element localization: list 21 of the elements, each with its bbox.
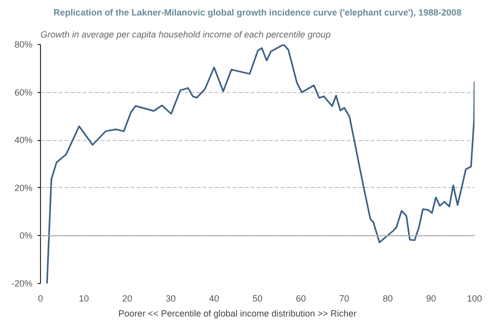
y-tick-label: 0%	[19, 230, 33, 241]
x-tick-label: 70	[339, 294, 350, 304]
y-axis-title: Growth in average per capita household income of each percentile group	[40, 30, 331, 40]
y-tick-label: 80%	[14, 40, 32, 50]
line-series	[46, 44, 474, 284]
x-axis-title: Poorer << Percentile of global income distribution >> Richer	[118, 308, 357, 318]
chart-title: Replication of the Lakner-Milanovic global growth incidence curve ('elephant curve'), 1988-2008	[54, 8, 462, 18]
x-tick-label: 90	[426, 294, 436, 304]
x-tick-label: 20	[122, 294, 132, 304]
x-tick-label: 50	[252, 294, 263, 304]
x-tick-label: 40	[209, 294, 220, 304]
x-tick-label: 10	[78, 294, 89, 304]
x-tick-label: 30	[166, 294, 176, 304]
y-tick-label: 60%	[14, 87, 32, 98]
y-tick-label: -20%	[11, 278, 33, 288]
x-tick-label: 80	[382, 294, 393, 304]
x-tick-label: 0	[38, 294, 44, 304]
y-tick-label: 40%	[14, 135, 32, 146]
y-tick-label: 20%	[14, 182, 32, 193]
x-tick-label: 100	[466, 294, 482, 304]
x-tick-label: 60	[296, 294, 306, 304]
